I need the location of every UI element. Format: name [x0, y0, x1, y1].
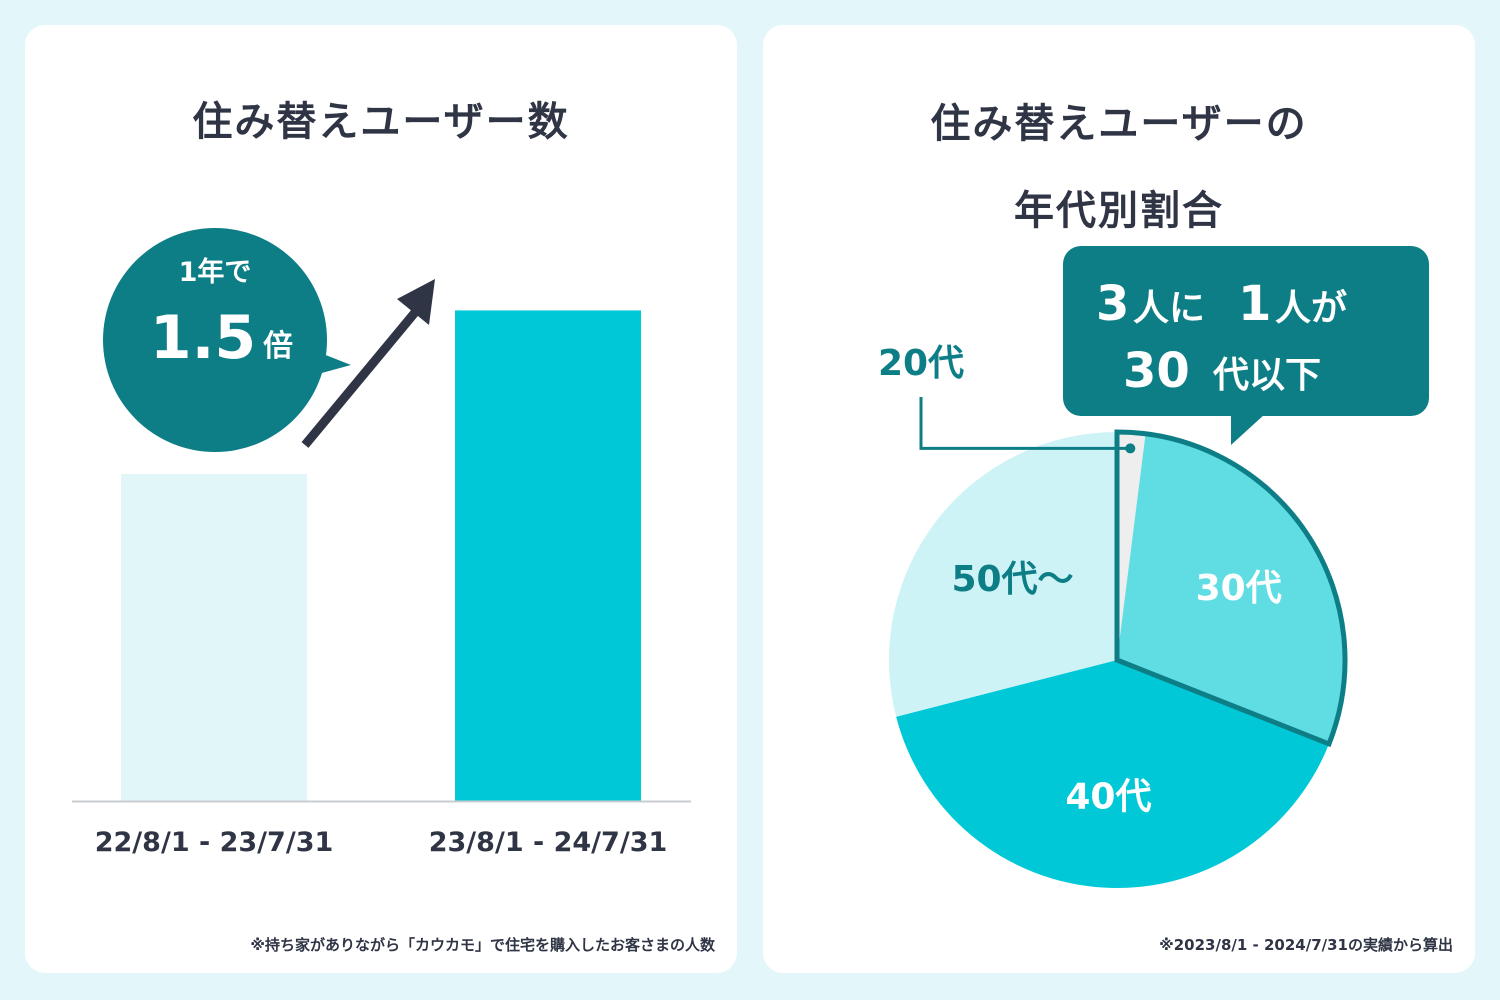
left-panel-card: 住み替えユーザー数 22/8/1 - 23/7/31 23/8/1 - 24/7/… [25, 25, 737, 973]
callout-text-daiika: 代以下 [1212, 355, 1321, 396]
leader-line [919, 397, 1131, 450]
badge-circle [103, 228, 327, 452]
bar-chart: 22/8/1 - 23/7/31 23/8/1 - 24/7/31 1年で 1.5 倍 [72, 228, 691, 858]
callout-text-ninni: 人に [1133, 288, 1205, 329]
right-panel-card: 住み替えユーザーの 年代別割合 30代 40代 50代～ 20代 3 人に 1 人が 30 代以下… [763, 25, 1475, 973]
pie-chart-footnote: ※2023/8/1 - 2024/7/31の実績から算出 [1159, 936, 1453, 954]
pie-chart-title-line2: 年代別割合 [1014, 188, 1224, 234]
pie-slice-20s [1117, 432, 1146, 660]
badge-value: 1.5 [150, 303, 256, 373]
pie-label-20s: 20代 [878, 343, 964, 384]
pie-slice-50s [889, 432, 1117, 717]
pie-label-30s: 30代 [1196, 568, 1282, 609]
badge-unit: 倍 [263, 329, 293, 364]
bar-chart-footnote: ※持ち家がありながら「カウカモ」で住宅を購入したお客さまの人数 [250, 936, 715, 954]
callout-num-1: 1 [1238, 276, 1271, 332]
pie-label-50s: 50代～ [951, 559, 1073, 600]
bar-curr-year [455, 310, 641, 801]
callout-text-ninga: 人が [1275, 288, 1347, 329]
x-tick-label: 23/8/1 - 24/7/31 [429, 827, 668, 858]
pie-slice-40s [896, 660, 1329, 888]
callout-tail [1231, 414, 1265, 445]
callout-num-30: 30 [1123, 343, 1190, 399]
callout-box [1063, 246, 1429, 416]
callout-num-3: 3 [1096, 276, 1129, 332]
growth-arrow-head [397, 279, 435, 325]
badge-label: 1年で [179, 256, 252, 288]
bar-prev-year [121, 473, 307, 801]
pie-label-40s: 40代 [1065, 777, 1151, 818]
bar-chart-title: 住み替えユーザー数 [192, 99, 570, 145]
growth-arrow-shaft [301, 307, 421, 448]
pie-chart-title-line1: 住み替えユーザーの [930, 101, 1308, 147]
x-tick-label: 22/8/1 - 23/7/31 [95, 827, 334, 858]
pie-chart: 30代 40代 50代～ 20代 3 人に 1 人が 30 代以下 [878, 246, 1429, 888]
highlight-outline [1114, 429, 1348, 748]
